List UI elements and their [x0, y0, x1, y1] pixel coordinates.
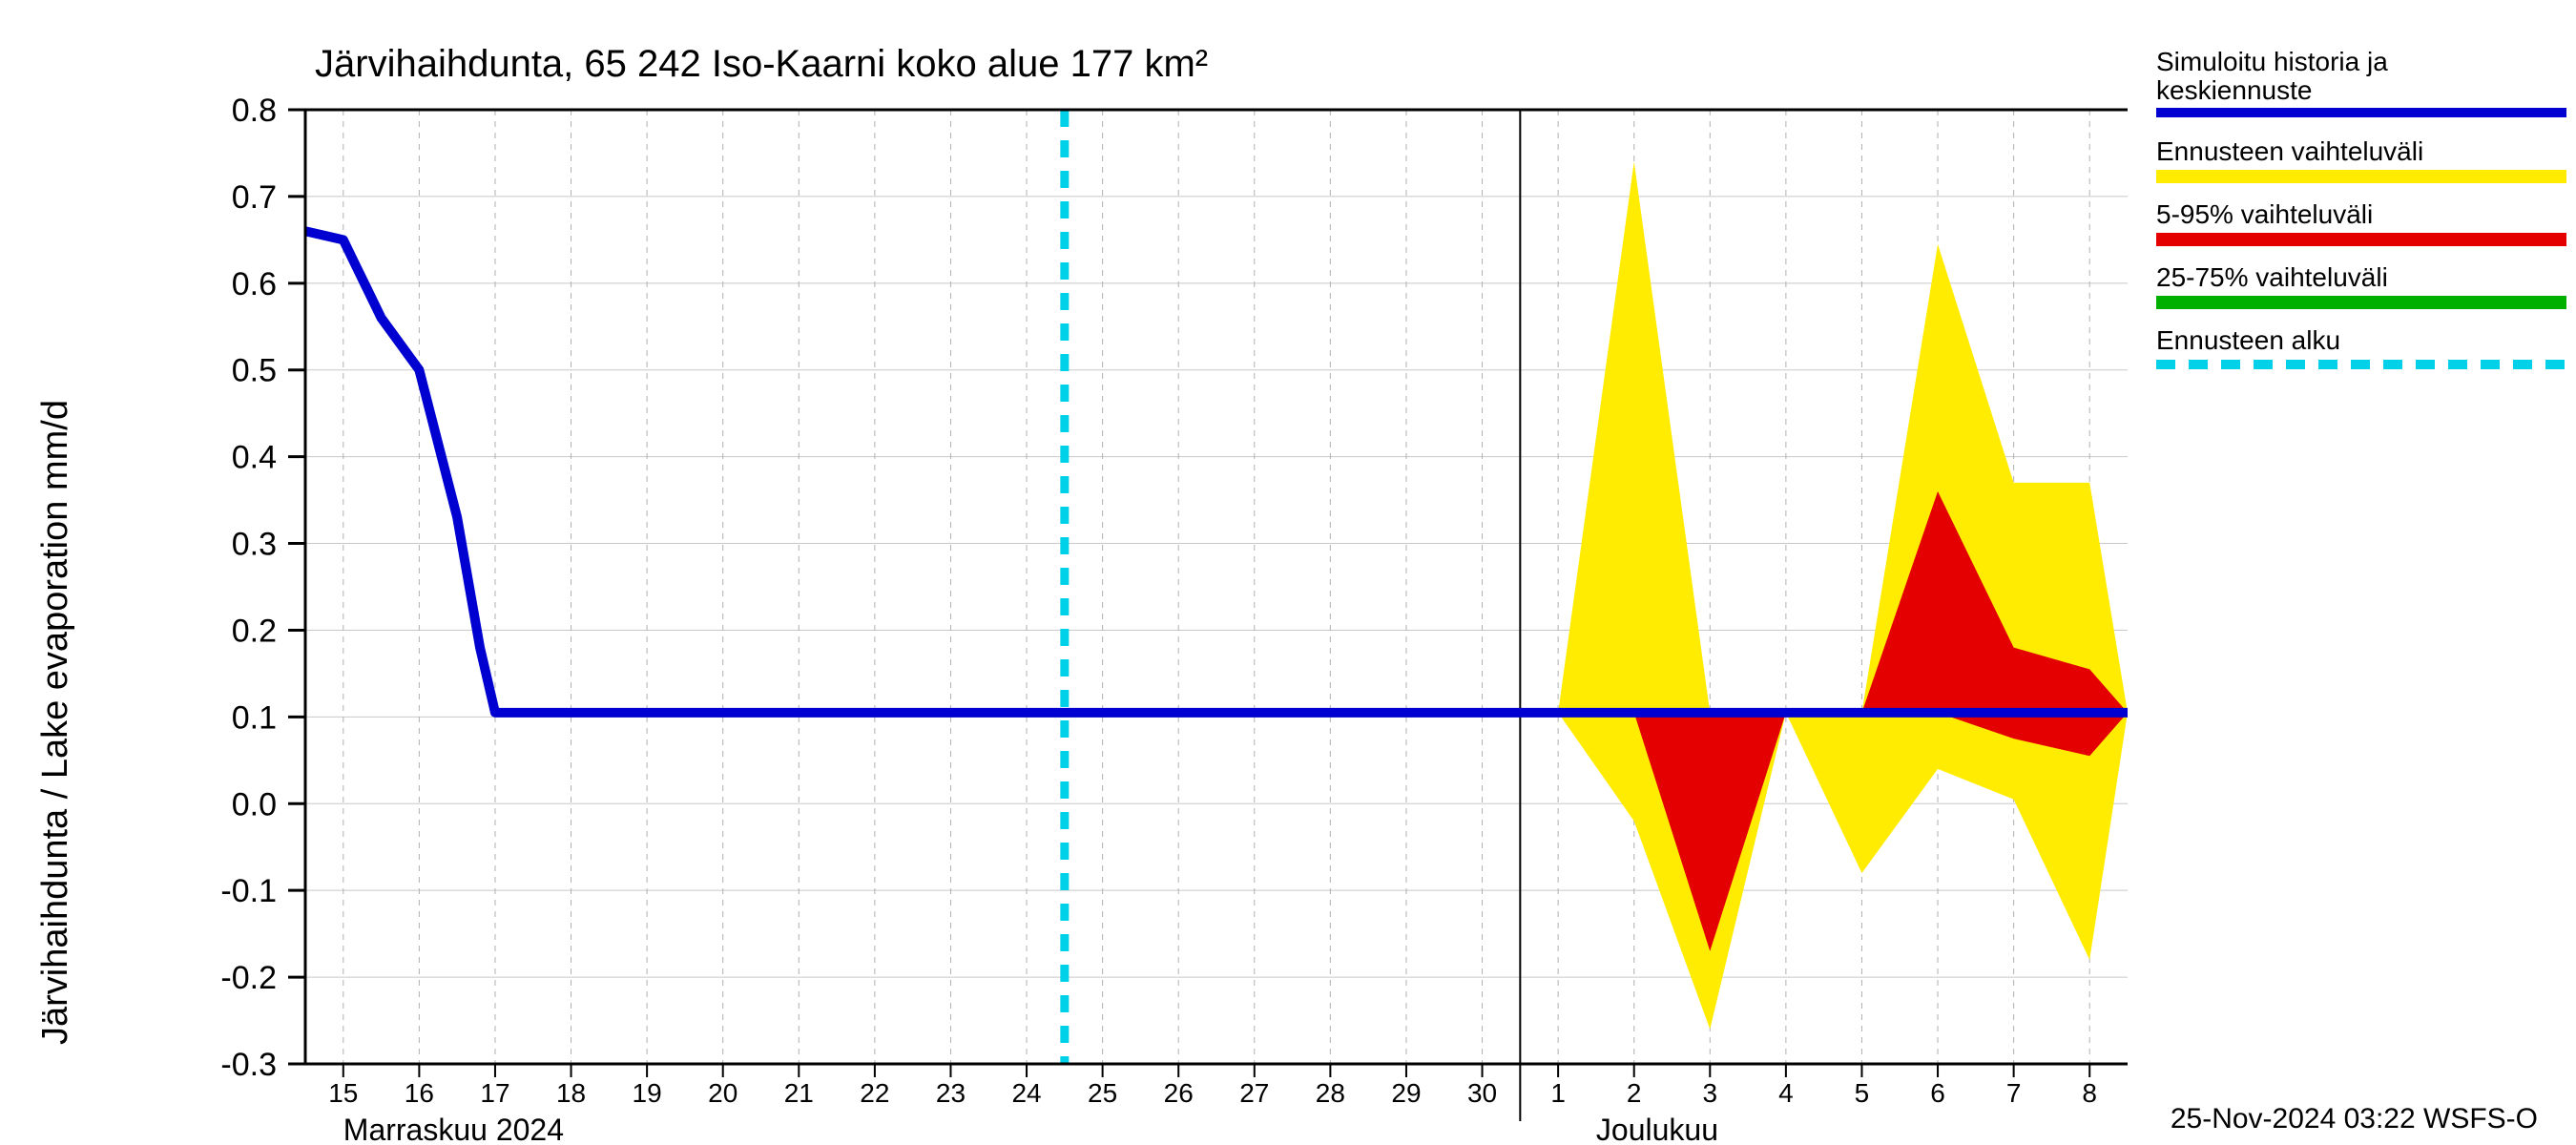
legend-swatch [2156, 170, 2566, 183]
x-tick-label: 21 [784, 1078, 814, 1108]
chart-title: Järvihaihdunta, 65 242 Iso-Kaarni koko a… [315, 43, 1208, 85]
x-tick-label: 30 [1467, 1078, 1497, 1108]
legend-swatch [2156, 296, 2566, 309]
month-label: Joulukuu [1596, 1113, 1718, 1145]
x-tick-label: 17 [480, 1078, 509, 1108]
y-tick-label: -0.1 [220, 873, 277, 909]
legend-swatch [2156, 233, 2566, 246]
x-tick-label: 26 [1164, 1078, 1194, 1108]
y-tick-label: 0.6 [232, 266, 277, 302]
y-tick-label: 0.8 [232, 93, 277, 129]
month-label: Marraskuu 2024 [343, 1113, 564, 1145]
x-tick-label: 1 [1550, 1078, 1566, 1108]
legend-label: Ennusteen vaihteluväli [2156, 136, 2423, 166]
legend-label: 25-75% vaihteluväli [2156, 262, 2388, 292]
x-tick-label: 22 [860, 1078, 889, 1108]
legend-label: Simuloitu historia ja [2156, 47, 2388, 76]
y-tick-label: 0.7 [232, 179, 277, 216]
y-tick-label: 0.5 [232, 353, 277, 389]
legend-label: 5-95% vaihteluväli [2156, 199, 2373, 229]
x-tick-label: 2 [1627, 1078, 1642, 1108]
x-tick-label: 20 [708, 1078, 737, 1108]
y-tick-label: -0.3 [220, 1047, 277, 1083]
footer-timestamp: 25-Nov-2024 03:22 WSFS-O [2171, 1103, 2538, 1135]
y-tick-label: 0.4 [232, 440, 277, 476]
x-tick-label: 8 [2082, 1078, 2097, 1108]
x-tick-label: 24 [1011, 1078, 1041, 1108]
x-tick-label: 29 [1391, 1078, 1421, 1108]
y-tick-label: 0.1 [232, 699, 277, 736]
x-tick-label: 19 [633, 1078, 662, 1108]
x-tick-label: 23 [936, 1078, 966, 1108]
x-tick-label: 25 [1088, 1078, 1117, 1108]
x-tick-label: 3 [1703, 1078, 1718, 1108]
x-tick-label: 27 [1239, 1078, 1269, 1108]
x-tick-label: 18 [556, 1078, 586, 1108]
legend-label: keskiennuste [2156, 75, 2312, 105]
x-tick-label: 16 [405, 1078, 434, 1108]
x-tick-label: 28 [1316, 1078, 1345, 1108]
y-tick-label: 0.3 [232, 527, 277, 563]
x-tick-label: 5 [1855, 1078, 1870, 1108]
y-axis-label: Järvihaihdunta / Lake evaporation mm/d [35, 400, 75, 1045]
legend-label: Ennusteen alku [2156, 325, 2340, 355]
x-tick-label: 4 [1778, 1078, 1794, 1108]
y-tick-label: -0.2 [220, 960, 277, 996]
y-tick-label: 0.0 [232, 786, 277, 822]
x-tick-label: 15 [328, 1078, 358, 1108]
x-tick-label: 7 [2006, 1078, 2022, 1108]
lake-evaporation-chart: -0.3 -0.2 -0.1 0.0 0.1 0.2 0.3 0.4 0.5 0.6 0.7 0.8 1… [0, 0, 2576, 1145]
x-tick-label: 6 [1930, 1078, 1945, 1108]
y-tick-label: 0.2 [232, 613, 277, 649]
